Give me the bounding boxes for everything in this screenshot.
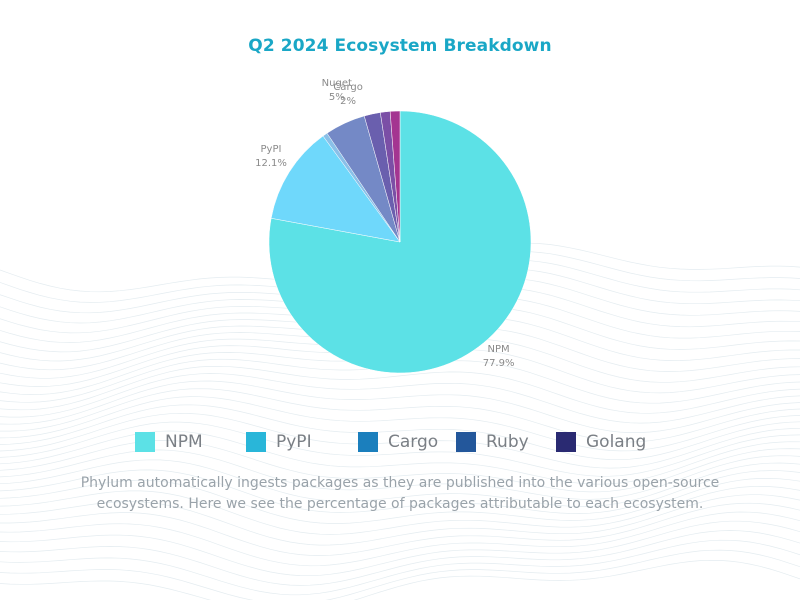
legend-label-golang: Golang bbox=[586, 432, 647, 452]
pie-slice-golang bbox=[389, 110, 401, 243]
wave-line bbox=[0, 559, 800, 600]
wave-line bbox=[0, 520, 800, 577]
legend-item-npm: NPM bbox=[135, 428, 203, 456]
wave-line bbox=[0, 539, 800, 596]
wave-line bbox=[0, 412, 800, 469]
wave-line bbox=[0, 494, 800, 546]
wave-line bbox=[0, 396, 800, 452]
legend-swatch-ruby bbox=[456, 432, 476, 452]
slice-value-pypi: 12.1% bbox=[255, 158, 287, 169]
pie-labels: NPM 77.9% PyPI 12.1% Nuget 5%Cargo 2% bbox=[255, 78, 514, 369]
wave-line bbox=[0, 430, 800, 485]
wave-line bbox=[0, 511, 800, 567]
pie-slices bbox=[268, 110, 532, 374]
wave-line bbox=[0, 388, 800, 443]
wave-line bbox=[0, 404, 800, 461]
legend-label-npm: NPM bbox=[165, 432, 203, 452]
wave-line bbox=[0, 449, 800, 500]
slice-value-nuget: 5% bbox=[329, 92, 345, 103]
wave-line bbox=[0, 502, 800, 556]
legend-label-pypi: PyPI bbox=[276, 432, 312, 452]
legend-swatch-npm bbox=[135, 432, 155, 452]
chart-caption: Phylum automatically ingests packages as… bbox=[80, 475, 720, 512]
wave-line bbox=[0, 459, 800, 507]
legend-item-ruby: Ruby bbox=[456, 428, 529, 456]
wave-line bbox=[0, 530, 800, 586]
legend-item-cargo: Cargo bbox=[358, 428, 438, 456]
chart-title: Q2 2024 Ecosystem Breakdown bbox=[248, 36, 552, 56]
wave-line bbox=[0, 373, 800, 424]
chart-legend: NPM PyPI Cargo Ruby Golang bbox=[0, 428, 800, 456]
legend-item-golang: Golang bbox=[556, 428, 646, 456]
legend-swatch-cargo bbox=[358, 432, 378, 452]
wave-line bbox=[0, 549, 800, 600]
legend-swatch-golang bbox=[556, 432, 576, 452]
legend-item-pypi: PyPI bbox=[246, 428, 312, 456]
wave-line bbox=[0, 478, 800, 524]
legend-label-cargo: Cargo bbox=[388, 432, 439, 452]
wave-line bbox=[0, 485, 800, 535]
slice-value-cargo: 2% bbox=[340, 96, 356, 107]
wave-line bbox=[0, 440, 800, 493]
pie-slice-pypi bbox=[270, 135, 401, 243]
wave-line bbox=[0, 469, 800, 514]
slice-value-npm: 77.9% bbox=[483, 358, 515, 369]
legend-label-ruby: Ruby bbox=[486, 432, 529, 452]
wave-line bbox=[0, 421, 800, 477]
legend-swatch-pypi bbox=[246, 432, 266, 452]
slice-label-cargo: Cargo bbox=[333, 82, 363, 93]
slice-label-nuget: Nuget bbox=[322, 78, 352, 89]
wave-line bbox=[0, 380, 800, 433]
wave-line bbox=[0, 365, 800, 414]
slice-label-pypi: PyPI bbox=[261, 144, 282, 155]
slice-label-npm: NPM bbox=[488, 344, 510, 355]
